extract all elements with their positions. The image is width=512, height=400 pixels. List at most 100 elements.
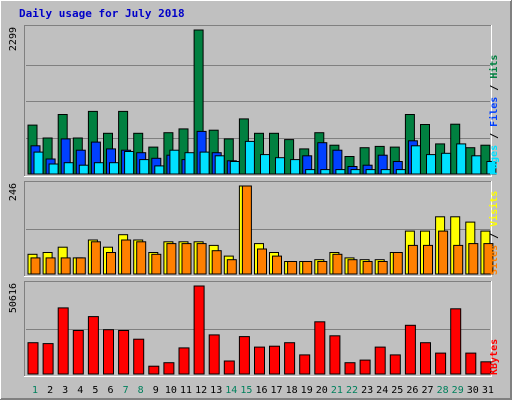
bar-kbytes-day-8 [133,338,145,375]
axis-legend-middle: Sites / Visits [488,191,500,275]
bar-sites-day-29 [453,244,464,275]
bar-pages-day-16 [260,154,270,175]
bar-kbytes-day-9 [148,365,160,375]
bar-kbytes-day-17 [269,345,280,375]
legend-separator: / [489,127,500,145]
bar-sites-day-31 [483,243,494,275]
bar-kbytes-day-20 [314,321,326,375]
panel-bottom [24,281,492,377]
x-tick-12: 12 [195,385,207,396]
bar-kbytes-day-2 [42,343,54,375]
bar-kbytes-day-6 [103,329,114,375]
ymax-label-bottom: 50616 [8,283,19,313]
bar-kbytes-day-5 [87,316,99,375]
bar-kbytes-day-14 [223,360,235,375]
x-tick-15: 15 [240,385,252,396]
bar-sites-day-28 [438,230,449,275]
legend-separator: / [489,79,500,97]
bar-sites-day-24 [377,261,388,275]
x-tick-29: 29 [452,385,464,396]
bar-pages-day-18 [290,159,301,175]
x-tick-25: 25 [391,385,403,396]
bar-pages-day-11 [184,152,195,175]
bar-kbytes-day-12 [193,285,205,375]
bar-sites-day-19 [302,261,313,275]
bar-kbytes-day-22 [344,362,356,375]
x-tick-30: 30 [467,385,479,396]
bar-sites-day-2 [45,257,56,275]
bar-kbytes-day-4 [72,330,84,375]
x-tick-23: 23 [361,385,373,396]
bar-hits-day-18 [284,139,295,175]
bar-pages-day-23 [365,169,376,175]
bar-pages-day-28 [441,152,452,175]
bar-pages-day-27 [426,154,436,175]
bar-kbytes-day-19 [299,354,311,375]
bar-pages-day-3 [63,162,74,175]
bar-sites-day-1 [30,257,41,275]
bar-kbytes-day-26 [404,324,416,375]
bar-pages-day-13 [214,155,225,175]
bar-kbytes-day-24 [374,346,386,375]
bar-kbytes-day-29 [450,308,462,375]
bar-kbytes-day-13 [208,334,220,375]
x-tick-10: 10 [165,385,177,396]
x-tick-1: 1 [32,385,38,396]
x-tick-18: 18 [286,385,298,396]
bar-sites-day-15 [241,185,252,275]
x-tick-3: 3 [62,385,68,396]
bar-pages-day-8 [139,159,150,175]
legend-sites: Sites [488,245,500,275]
bar-pages-day-21 [335,169,346,175]
bar-pages-day-4 [78,164,89,175]
bar-sites-day-14 [226,259,237,275]
bar-pages-day-5 [93,162,104,175]
bar-sites-day-8 [136,241,147,275]
x-tick-22: 22 [346,385,358,396]
bar-sites-day-9 [151,253,162,275]
bar-pages-day-19 [305,169,316,175]
x-tick-21: 21 [331,385,343,396]
bar-pages-day-24 [380,169,391,175]
legend-pages: Pages [489,145,500,175]
bar-pages-day-14 [229,161,240,175]
x-tick-19: 19 [301,385,313,396]
bar-sites-day-30 [468,243,479,275]
bar-pages-day-30 [471,155,482,175]
bar-sites-day-3 [60,257,71,275]
bar-sites-day-11 [181,243,192,275]
bar-sites-day-16 [257,248,267,275]
bar-pages-day-20 [320,169,331,175]
bar-pages-day-10 [169,149,180,175]
bar-sites-day-6 [106,252,116,275]
bar-kbytes-day-25 [389,354,401,375]
chart-title: Daily usage for July 2018 [19,7,185,20]
bar-sites-day-12 [196,243,207,275]
x-tick-20: 20 [316,385,328,396]
bar-kbytes-day-16 [254,346,265,375]
bar-kbytes-day-10 [163,362,175,375]
x-tick-6: 6 [107,385,113,396]
bar-sites-day-5 [90,241,101,275]
bar-sites-day-17 [272,255,282,275]
bar-kbytes-day-31 [480,361,492,375]
bar-sites-day-21 [332,253,343,275]
bar-pages-day-2 [48,163,59,175]
ymax-label-top: 2299 [8,27,19,51]
panel-middle [24,181,494,277]
bar-kbytes-day-15 [238,336,250,375]
bar-pages-day-31 [486,161,497,175]
bar-pages-day-6 [109,162,119,175]
x-tick-4: 4 [77,385,83,396]
bar-kbytes-day-30 [465,352,477,375]
x-tick-13: 13 [210,385,222,396]
bar-pages-day-9 [154,165,165,175]
x-tick-9: 9 [153,385,159,396]
legend-separator: / [489,227,500,245]
bar-sites-day-4 [75,257,86,275]
bar-kbytes-day-27 [420,342,431,375]
bar-sites-day-13 [211,250,222,275]
bar-sites-day-27 [423,244,433,275]
bar-sites-day-18 [287,261,298,275]
